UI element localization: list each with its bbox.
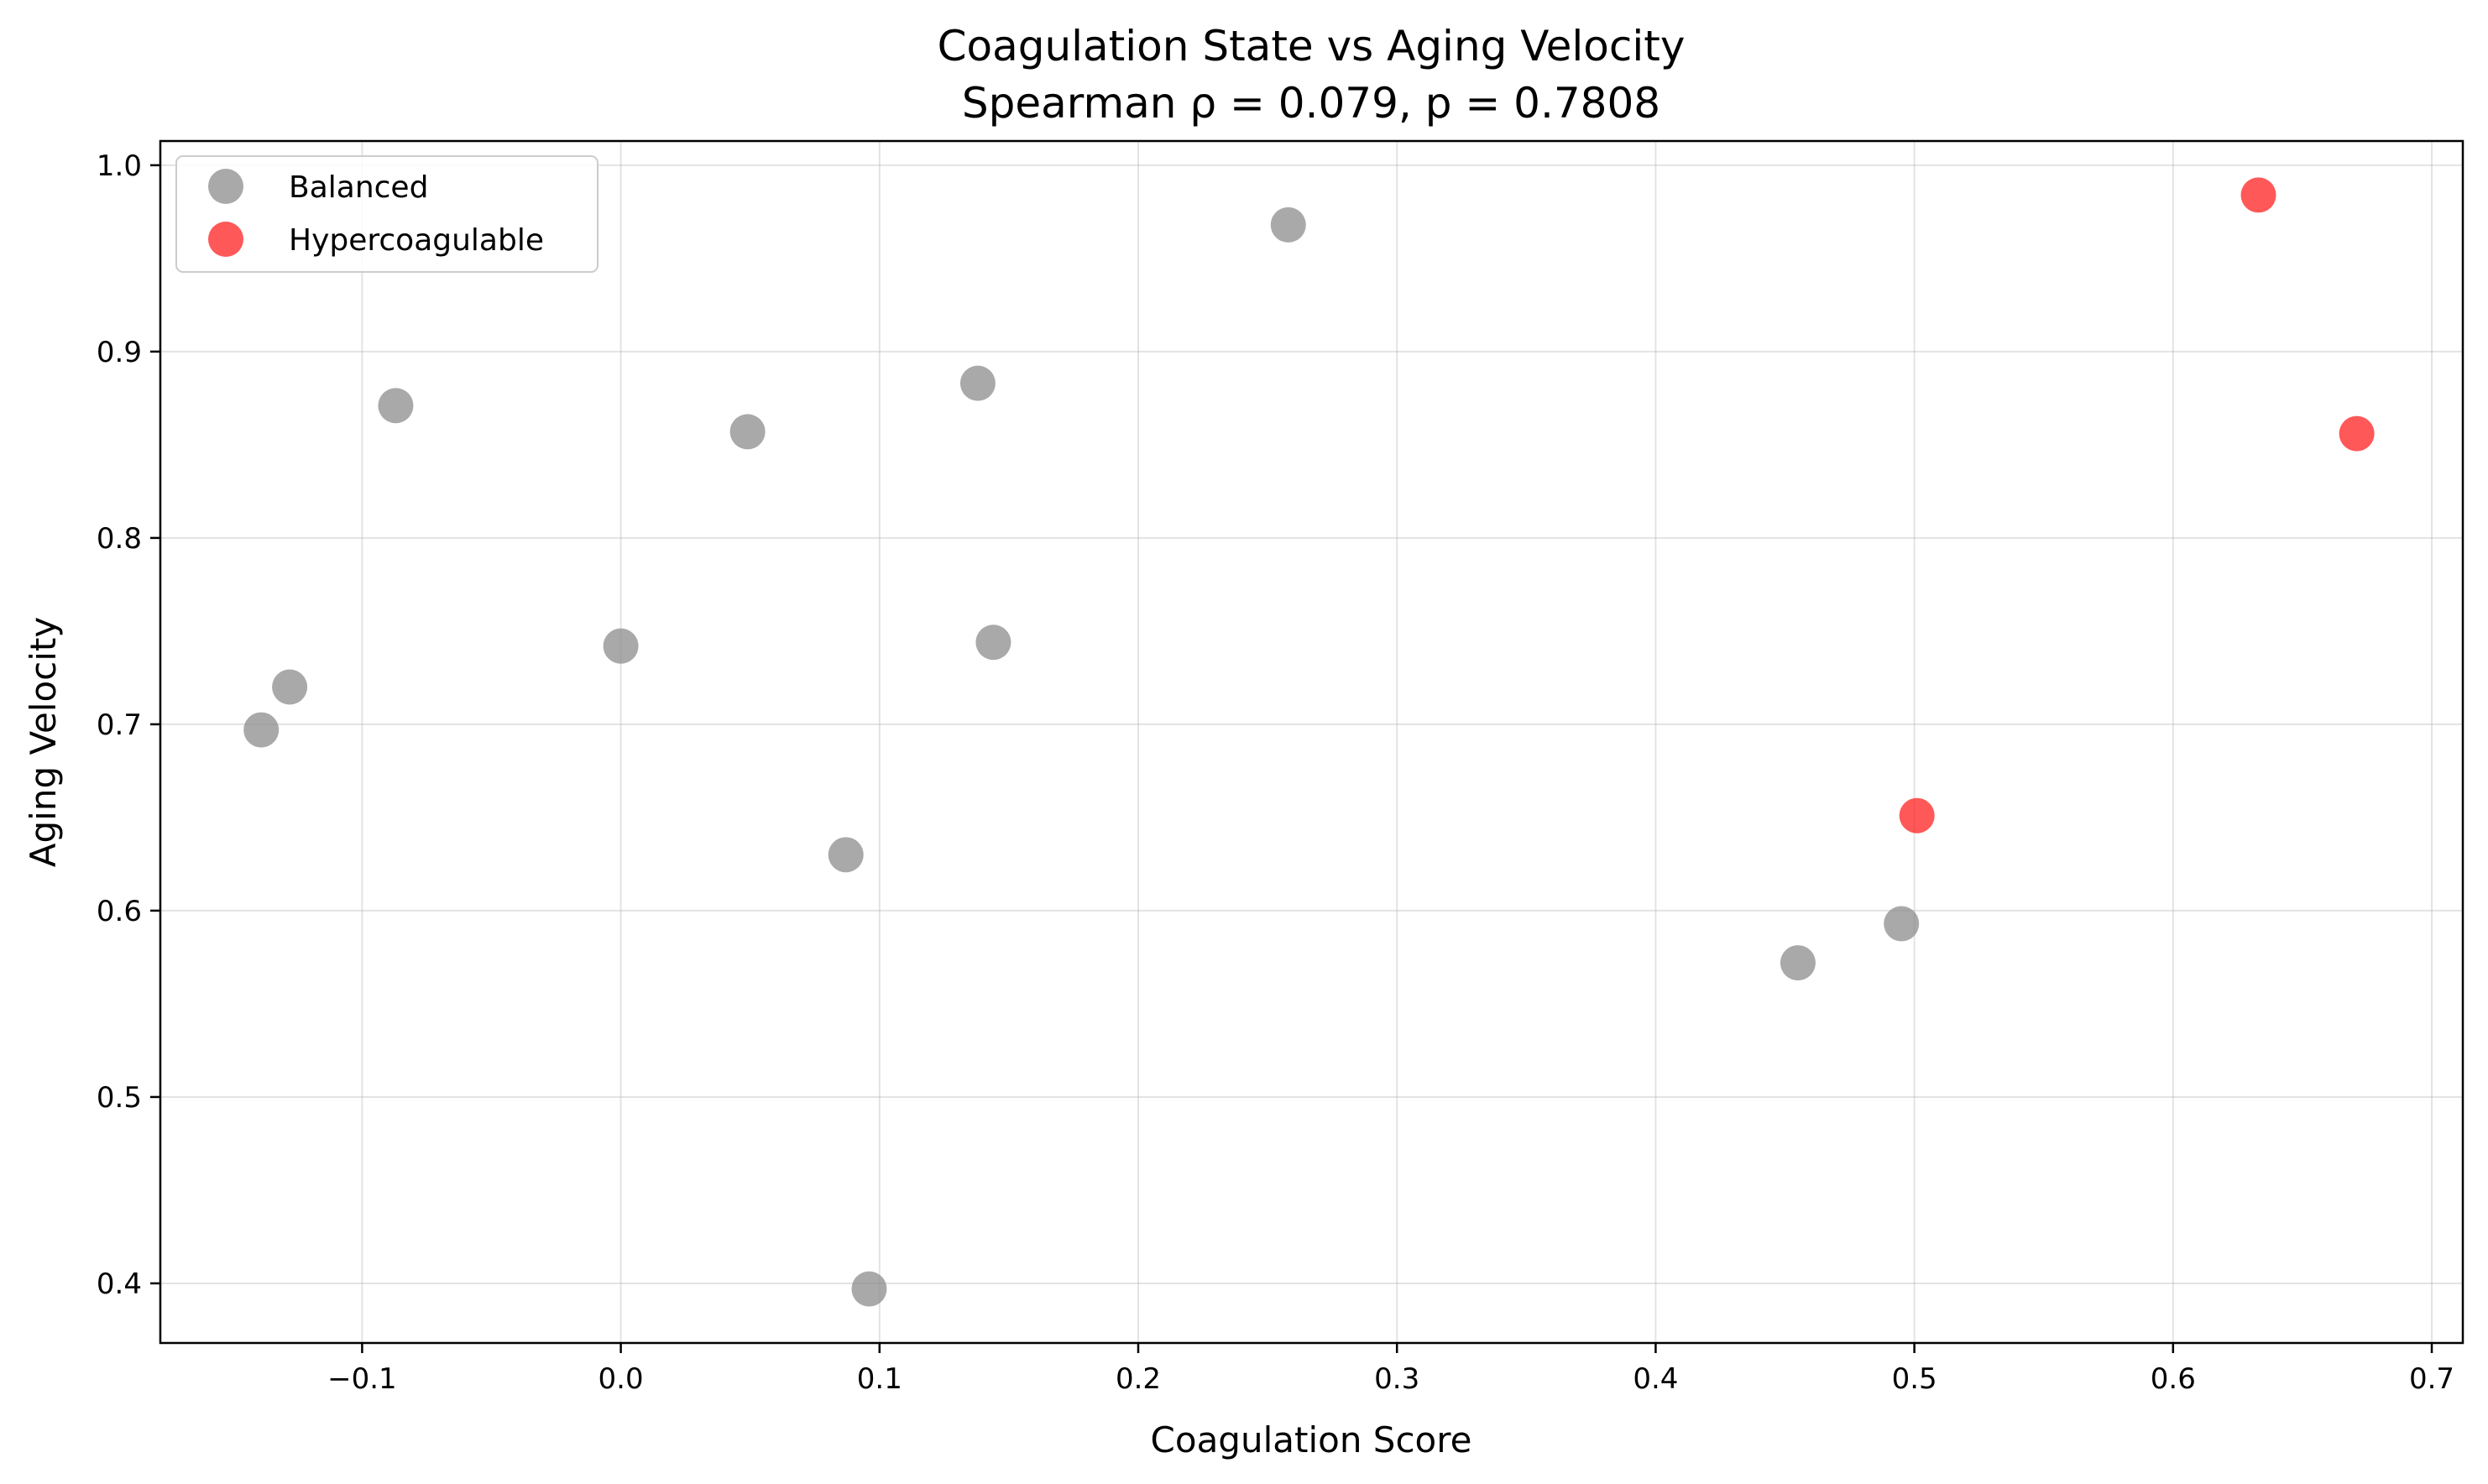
legend-label-hypercoagulable: Hypercoagulable	[289, 223, 544, 258]
y-axis-label: Aging Velocity	[23, 617, 64, 867]
axis-ticks: −0.1 0.0 0.1 0.2 0.3 0.4 0.5 0.6 0.7 0.4 0.5 0.6 0.7…	[97, 149, 2454, 1396]
data-point-balanced	[272, 669, 308, 705]
data-point-balanced	[851, 1271, 887, 1307]
legend-label-balanced: Balanced	[289, 170, 428, 205]
x-tick-label: 0.6	[2151, 1362, 2196, 1396]
data-points	[243, 177, 2375, 1307]
data-point-hypercoagulable	[2240, 177, 2276, 213]
data-point-hypercoagulable	[1899, 797, 1935, 833]
legend: Balanced Hypercoagulable	[175, 155, 598, 273]
legend-marker-balanced	[208, 169, 243, 204]
x-tick-label: 0.5	[1892, 1362, 1937, 1396]
y-tick-label: 0.5	[97, 1081, 142, 1115]
x-tick-label: 0.4	[1633, 1362, 1678, 1396]
data-point-balanced	[243, 712, 280, 748]
grid	[160, 141, 2463, 1343]
y-tick-label: 0.6	[97, 895, 142, 928]
y-tick-label: 1.0	[97, 149, 142, 183]
y-tick-label: 0.8	[97, 522, 142, 556]
data-point-balanced	[975, 624, 1011, 661]
data-point-balanced	[378, 388, 414, 424]
x-tick-label: 0.0	[598, 1362, 644, 1396]
legend-marker-hypercoagulable	[208, 222, 243, 257]
y-tick-label: 0.7	[97, 708, 142, 742]
data-point-hypercoagulable	[2339, 415, 2375, 452]
data-point-balanced	[828, 837, 864, 873]
legend-box	[175, 155, 598, 273]
x-tick-label: 0.3	[1374, 1362, 1419, 1396]
y-tick-label: 0.9	[97, 336, 142, 369]
x-tick-label: −0.1	[327, 1362, 397, 1396]
y-tick-label: 0.4	[97, 1267, 142, 1301]
plot-frame	[159, 139, 2464, 1345]
data-point-balanced	[959, 365, 996, 401]
data-point-balanced	[1884, 906, 1920, 942]
data-point-balanced	[1780, 945, 1816, 981]
x-axis-label: Coagulation Score	[1151, 1419, 1472, 1460]
x-tick-label: 0.1	[857, 1362, 902, 1396]
data-point-balanced	[1270, 206, 1306, 243]
data-point-balanced	[603, 628, 639, 664]
chart-title: Coagulation State vs Aging Velocity	[938, 22, 1686, 71]
data-point-balanced	[729, 414, 766, 450]
x-tick-label: 0.2	[1116, 1362, 1161, 1396]
x-tick-label: 0.7	[2409, 1362, 2454, 1396]
chart-subtitle: Spearman ρ = 0.079, p = 0.7808	[962, 79, 1660, 128]
